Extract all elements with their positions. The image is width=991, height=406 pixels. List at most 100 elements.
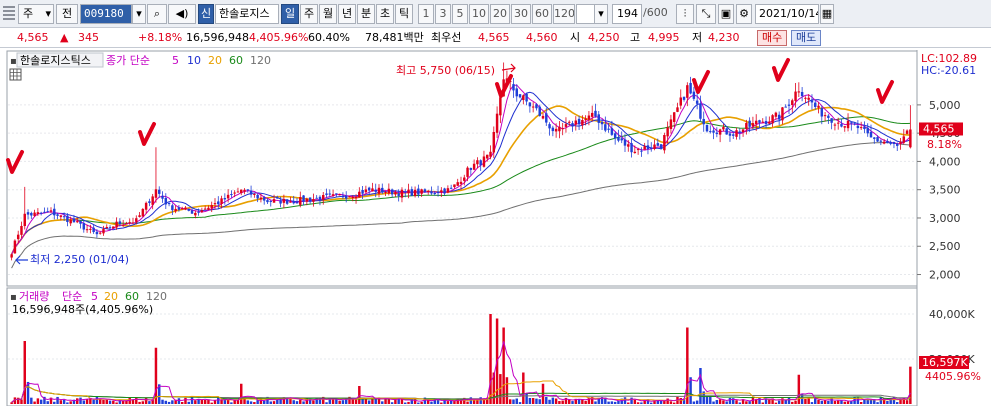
candle-body (141, 209, 145, 217)
save-button[interactable]: ▣ (718, 4, 734, 24)
volume-bar (121, 400, 125, 404)
sound-button[interactable]: ◀) (168, 4, 196, 24)
candle-body (240, 189, 243, 194)
candle-body (16, 234, 20, 240)
volume-bar (682, 398, 686, 404)
scope-select[interactable]: 전 (56, 4, 78, 24)
candle-body (184, 207, 187, 210)
candle-body (653, 144, 656, 149)
candle-body (285, 199, 289, 204)
candle-body (446, 188, 450, 193)
candle-body (400, 189, 404, 198)
candle-body (121, 224, 125, 226)
interval-5[interactable]: 5 (452, 4, 468, 24)
candle-body (358, 191, 361, 198)
current-volume-tag: 16,597K (922, 356, 968, 369)
interval-dropdown-button[interactable]: ▾ (594, 4, 608, 24)
price-tick-label: 4,000 (929, 155, 961, 168)
interval-3-label: 3 (439, 7, 447, 20)
candle-body (318, 196, 322, 201)
volume-bar (581, 399, 584, 404)
interval-60[interactable]: 60 (532, 4, 552, 24)
period-year[interactable]: 년 (338, 4, 356, 24)
candle-body (59, 215, 63, 217)
volume-bar (387, 397, 391, 404)
candle-body (125, 223, 128, 225)
volume-bar (754, 399, 758, 404)
candle-body (869, 131, 873, 138)
volume-bar (889, 397, 892, 404)
candle-body (715, 132, 719, 135)
candle-body (479, 160, 482, 166)
code-input[interactable]: 009180 (80, 4, 132, 24)
volume-bar (138, 401, 141, 404)
interval-10-label: 10 (472, 7, 486, 20)
ma60-label: 60 (229, 54, 243, 67)
period-day[interactable]: 일 (281, 4, 299, 24)
interval-3[interactable]: 3 (435, 4, 451, 24)
market-select[interactable]: 주 ▾ (18, 4, 54, 24)
sell-button[interactable]: 매도 (791, 30, 822, 46)
interval-20[interactable]: 20 (490, 4, 510, 24)
interval-1[interactable]: 1 (418, 4, 434, 24)
price-panel-name-box[interactable] (16, 52, 104, 68)
check-mark-icon (6, 150, 24, 174)
buy-button[interactable]: 매수 (757, 30, 788, 46)
volume-bar (587, 397, 591, 404)
candle-body (95, 231, 99, 235)
volume-bar (882, 398, 886, 404)
volume-bar (410, 399, 414, 404)
candle-body (836, 122, 840, 124)
candle-body (702, 118, 705, 125)
candle-body (325, 193, 328, 195)
candle-body (46, 211, 49, 213)
period-month[interactable]: 월 (319, 4, 337, 24)
candle-body (249, 190, 253, 195)
grid-toggle-icon[interactable] (9, 68, 22, 81)
volume-panel-name: 거래량 (19, 290, 49, 303)
volume-bar (259, 398, 263, 404)
volume-bar (669, 401, 673, 404)
code-dropdown-button[interactable]: ▾ (132, 4, 146, 24)
volume-bar (200, 399, 204, 404)
period-second[interactable]: 초 (376, 4, 394, 24)
period-tick[interactable]: 틱 (395, 4, 413, 24)
period-minute[interactable]: 분 (357, 4, 375, 24)
volume-bar (240, 383, 243, 404)
search-button[interactable]: ⌕ (147, 4, 167, 24)
candle-body (456, 182, 459, 186)
volume-bar (249, 401, 253, 404)
current-pct-tag: 8.18% (927, 138, 962, 151)
volume-bar (492, 372, 496, 404)
candle-body (866, 127, 869, 134)
candle-body (486, 154, 489, 159)
volume-bar (479, 397, 482, 404)
candle-body (482, 156, 486, 167)
candle-body (620, 138, 623, 141)
drawing-tools-button[interactable]: ⤡ (696, 4, 716, 24)
volume-bar (79, 397, 82, 404)
settings-button[interactable]: ⚙ (736, 4, 752, 24)
candle-body (82, 223, 86, 230)
candle-body (197, 211, 200, 213)
ma-label: 종가 단순 (106, 54, 150, 67)
volume-bar (449, 400, 453, 404)
interval-30[interactable]: 30 (511, 4, 531, 24)
date-input[interactable]: 2021/10/14 (755, 4, 819, 24)
stock-name-field[interactable]: 한솔로지스 (215, 4, 279, 24)
calendar-icon: ▦ (821, 7, 833, 20)
volume-bar (105, 399, 108, 404)
view-count-input[interactable]: 194 (612, 4, 642, 24)
grid-toggle-lines (10, 69, 21, 80)
volume-bar (426, 399, 430, 404)
calendar-button[interactable]: ▦ (820, 4, 834, 24)
toolbar-grip-icon (3, 6, 15, 22)
volume-bar (784, 399, 787, 404)
indicator-button[interactable]: ⫶ (676, 4, 694, 24)
interval-10[interactable]: 10 (469, 4, 489, 24)
period-week[interactable]: 주 (300, 4, 318, 24)
interval-120[interactable]: 120 (553, 4, 575, 24)
volume-value: 16,596,948 (186, 31, 249, 44)
